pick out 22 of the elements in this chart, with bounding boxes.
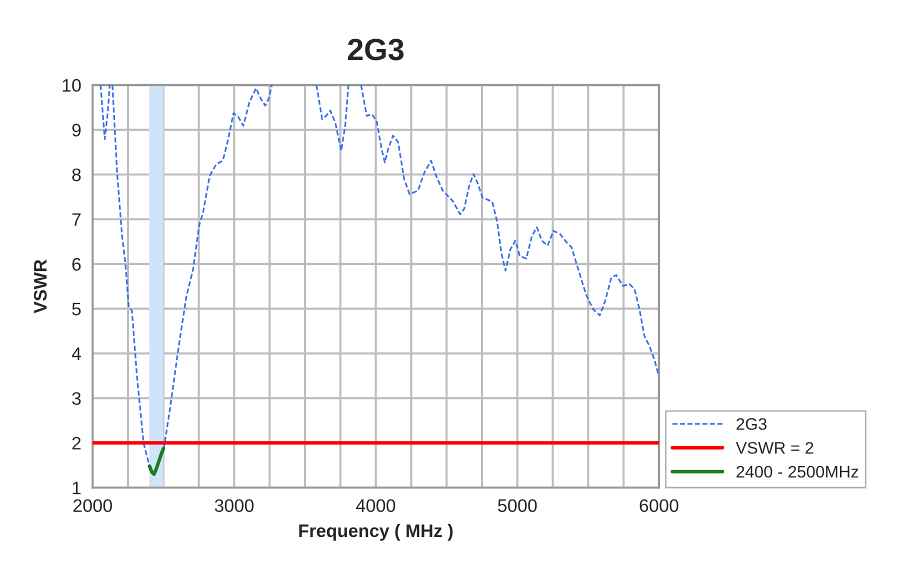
x-tick-label: 3000 [214, 499, 254, 512]
y-tick-label: 1 [72, 482, 81, 494]
x-tick-label: 6000 [640, 499, 678, 512]
y-tick-label: 7 [72, 213, 81, 226]
y-tick-label: 4 [72, 348, 81, 360]
x-axis-title: Frequency ( MHz ) [299, 524, 453, 541]
x-tick-label: 2000 [73, 499, 112, 512]
x-tick-label: 4000 [356, 499, 396, 512]
y-tick-label: 6 [72, 258, 81, 271]
y-tick-label: 9 [72, 124, 81, 136]
line-series [148, 446, 166, 476]
y-axis-title: VSWR [34, 260, 47, 314]
y-tick-label: 5 [72, 302, 81, 316]
y-tick-label: 8 [72, 168, 81, 182]
legend-label: VSWR = 2 [736, 442, 814, 454]
legend-label: 2400 - 2500MHz [736, 466, 858, 478]
y-tick-label: 10 [62, 78, 81, 92]
y-tick-label: 3 [72, 392, 81, 405]
legend-label: 2G3 [736, 418, 767, 430]
x-tick-label: 5000 [498, 499, 537, 512]
chart-title: 2G3 [348, 38, 404, 60]
y-tick-label: 2 [72, 436, 81, 450]
